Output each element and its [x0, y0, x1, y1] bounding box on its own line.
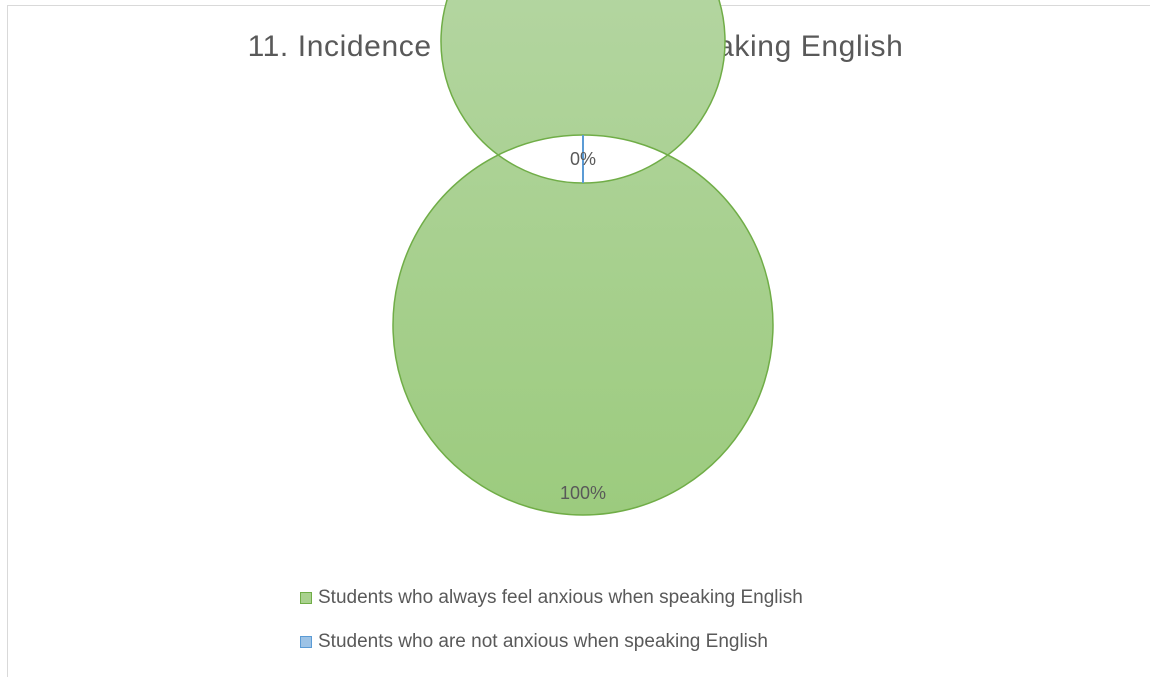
legend-label-not-anxious: Students who are not anxious when speaki… — [318, 631, 768, 652]
legend-label-anxious: Students who always feel anxious when sp… — [318, 587, 803, 608]
slice-anxious — [392, 0, 774, 516]
data-label-not-anxious: 0% — [570, 149, 596, 169]
legend-swatch-not-anxious — [300, 636, 312, 648]
chart-legend: Students who always feel anxious when sp… — [300, 586, 803, 674]
data-label-anxious: 100% — [560, 483, 606, 503]
legend-item-not-anxious: Students who are not anxious when speaki… — [300, 630, 803, 654]
legend-swatch-anxious — [300, 592, 312, 604]
legend-item-anxious: Students who always feel anxious when sp… — [300, 586, 803, 610]
